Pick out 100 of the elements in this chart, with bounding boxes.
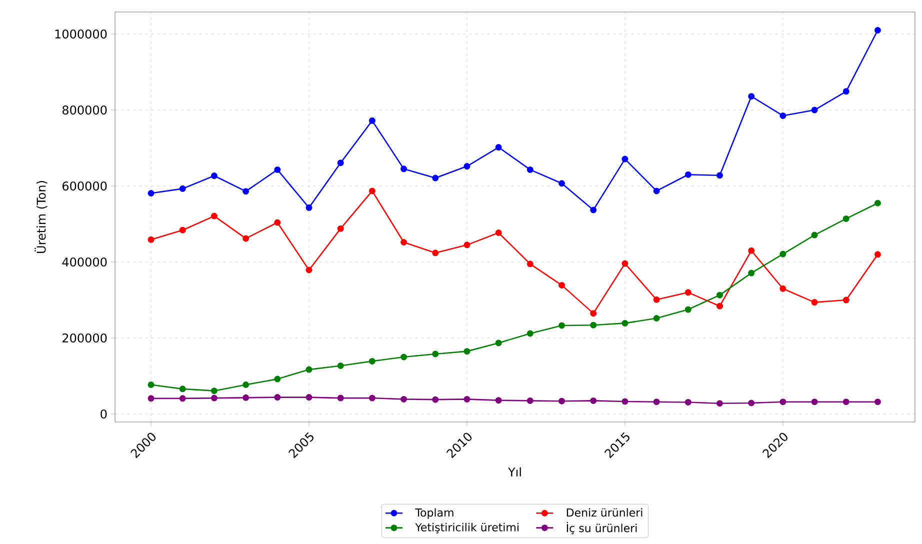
point <box>148 236 154 243</box>
point <box>526 260 534 268</box>
point <box>400 396 408 402</box>
y-tick-label: 800000 <box>62 105 107 115</box>
point <box>558 180 566 187</box>
point <box>368 188 376 194</box>
point <box>526 397 534 404</box>
point <box>653 315 660 322</box>
point <box>274 376 281 382</box>
point <box>842 88 850 95</box>
point <box>148 190 154 196</box>
y-axis-title: Üretim (Ton) <box>34 181 48 253</box>
point <box>622 156 628 162</box>
legend-label: Toplam <box>415 508 454 519</box>
point <box>622 398 628 405</box>
point <box>400 239 408 246</box>
point <box>653 398 660 406</box>
point <box>874 200 881 206</box>
point <box>495 230 502 236</box>
point <box>368 117 376 124</box>
point <box>464 163 470 170</box>
point <box>400 166 408 172</box>
point <box>780 285 786 292</box>
legend-label: Yetiştiricilik üretimi <box>415 522 518 534</box>
point <box>684 306 692 313</box>
point <box>337 362 344 369</box>
point <box>716 172 723 179</box>
point <box>780 250 786 258</box>
point <box>242 235 250 242</box>
point <box>716 292 723 298</box>
point <box>842 296 850 304</box>
point <box>210 388 218 394</box>
point <box>337 394 344 402</box>
point <box>432 174 439 182</box>
point <box>464 242 470 248</box>
point <box>842 398 850 406</box>
point <box>874 26 881 34</box>
point <box>368 358 376 364</box>
point <box>306 366 312 373</box>
point <box>684 289 692 296</box>
y-tick-label: 400000 <box>62 257 107 267</box>
point <box>337 160 344 166</box>
point <box>432 396 439 403</box>
point <box>337 225 344 232</box>
point <box>400 354 408 360</box>
point <box>811 232 818 238</box>
point <box>653 188 660 194</box>
point <box>179 226 186 234</box>
point <box>684 398 692 406</box>
point <box>179 386 186 392</box>
point <box>622 320 628 326</box>
point <box>558 282 566 288</box>
point <box>242 394 250 401</box>
point <box>780 112 786 119</box>
point <box>811 106 818 114</box>
point <box>495 397 502 404</box>
y-tick-label: 0 <box>100 409 107 419</box>
point <box>464 348 470 355</box>
legend-label: Deniz ürünleri <box>566 508 642 517</box>
point <box>306 266 312 274</box>
y-tick-label: 200000 <box>62 333 107 343</box>
point <box>210 172 218 180</box>
point <box>432 350 439 358</box>
point <box>811 299 818 306</box>
x-axis-title: Yıl <box>508 467 521 476</box>
point <box>748 93 755 100</box>
point <box>811 398 818 406</box>
point <box>464 396 470 402</box>
y-tick-label: 600000 <box>62 181 107 191</box>
point <box>274 219 281 226</box>
point <box>653 296 660 303</box>
point <box>684 171 692 178</box>
point <box>748 400 755 406</box>
point <box>179 395 186 402</box>
point <box>590 206 597 214</box>
point <box>874 398 881 406</box>
point <box>622 260 628 267</box>
y-tick-label: 1000000 <box>55 29 107 39</box>
point <box>590 310 597 317</box>
point <box>558 398 566 404</box>
point <box>874 251 881 258</box>
point <box>274 166 281 173</box>
point <box>179 185 186 192</box>
point <box>558 322 566 329</box>
point <box>274 394 281 401</box>
point <box>526 166 534 173</box>
point <box>716 400 723 407</box>
point <box>306 204 312 211</box>
point <box>716 302 723 310</box>
point <box>148 382 154 388</box>
point <box>495 144 502 151</box>
point <box>590 397 597 404</box>
point <box>590 322 597 328</box>
point <box>748 247 755 254</box>
point <box>432 250 439 256</box>
point <box>242 382 250 388</box>
legend-label: İç su ürünleri <box>566 522 637 534</box>
point <box>242 188 250 195</box>
point <box>368 394 376 402</box>
point <box>210 394 218 402</box>
